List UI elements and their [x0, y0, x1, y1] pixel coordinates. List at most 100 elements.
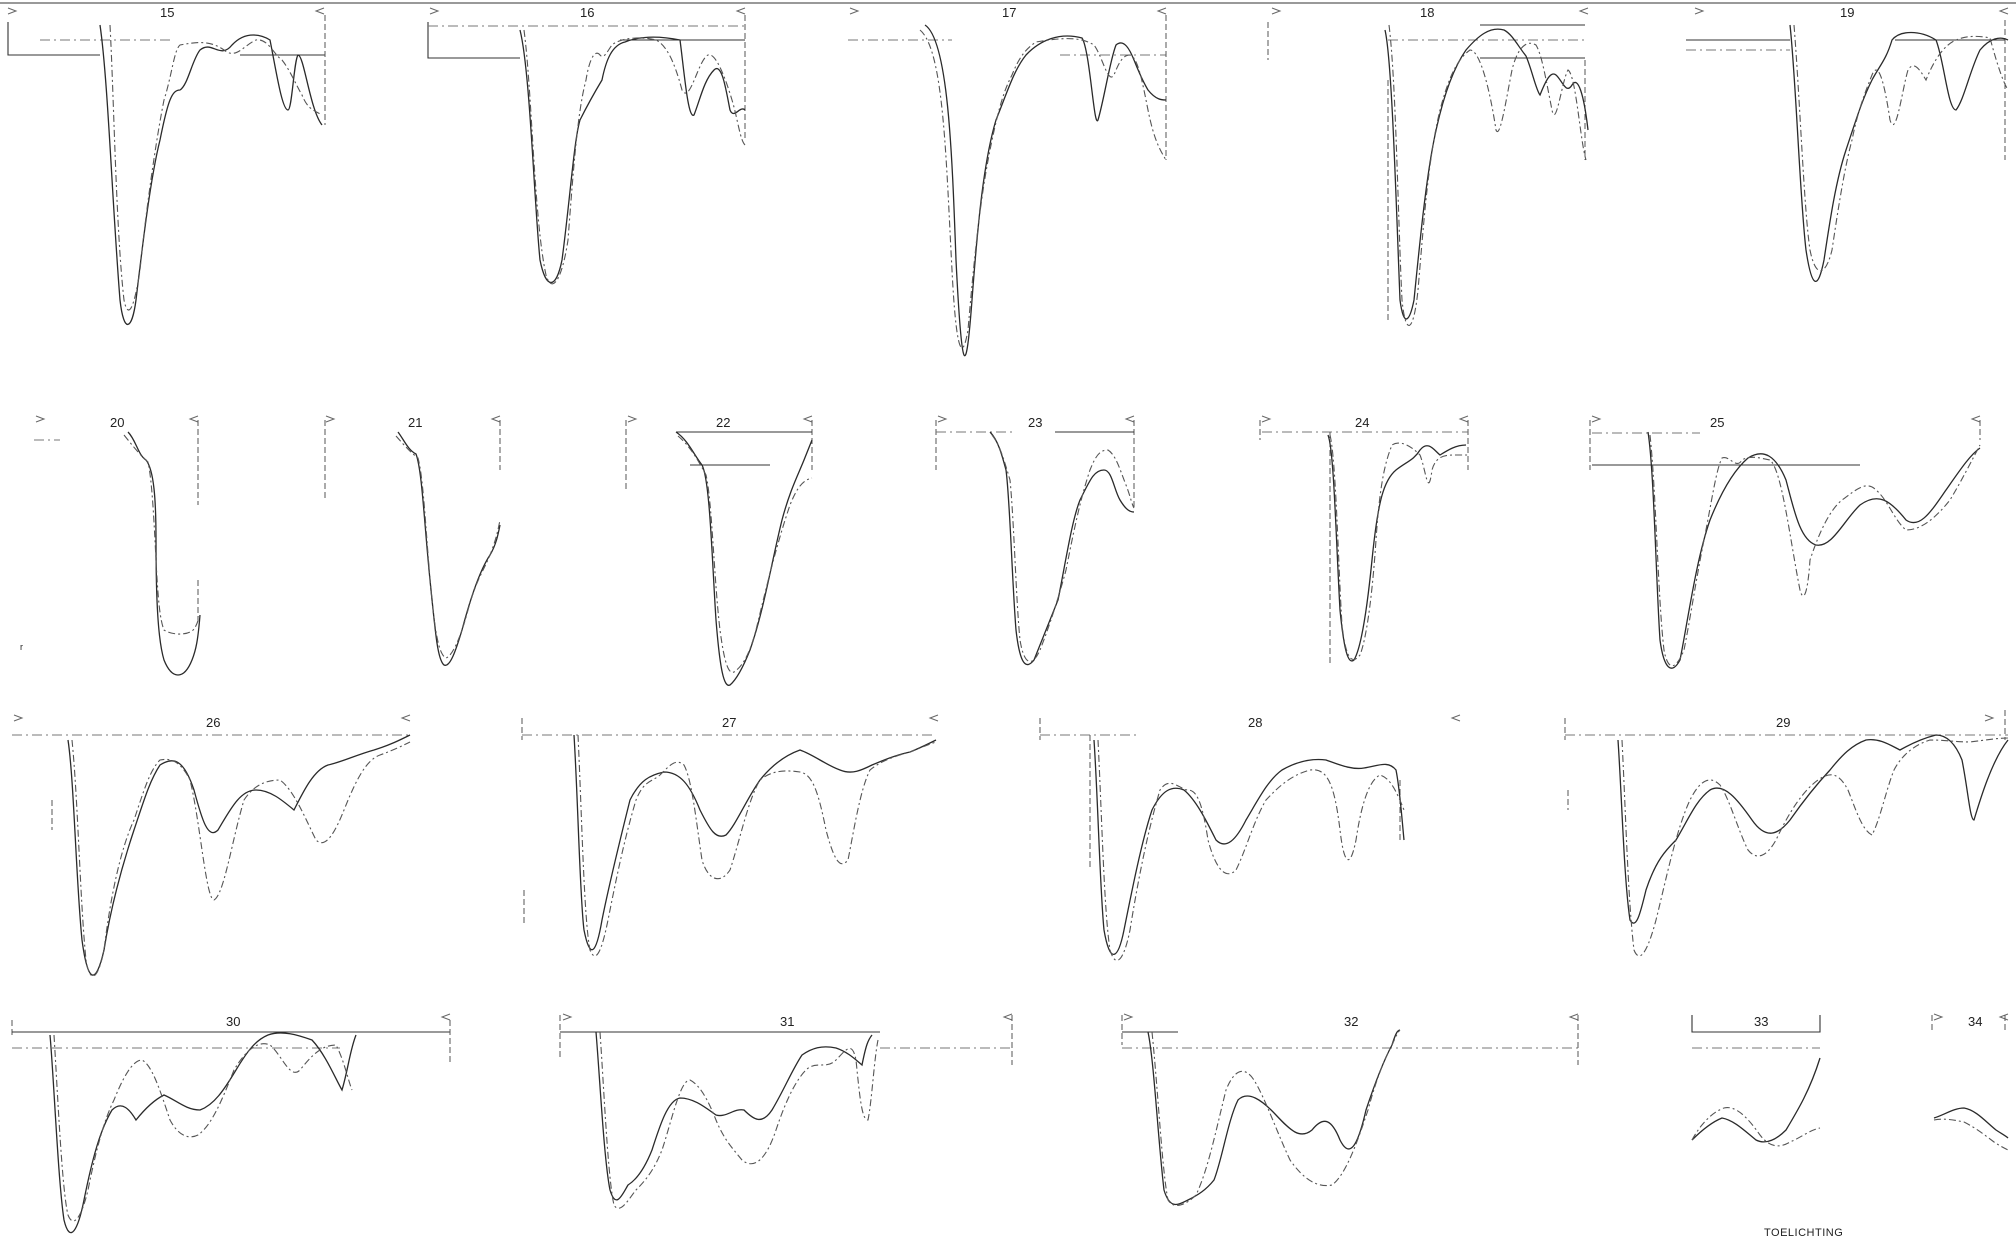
start-arrow-icon: [1123, 1013, 1134, 1021]
profile-16: 16: [427, 5, 746, 285]
start-arrow-icon: [1271, 7, 1282, 15]
survey-line-solid: [1933, 1107, 2009, 1139]
profile-label: 28: [1248, 715, 1262, 730]
survey-line-dashed: [1691, 1107, 1821, 1147]
end-arrow-icon: [802, 415, 813, 423]
survey-line-solid: [1147, 1029, 1401, 1206]
survey-line-solid: [99, 24, 323, 325]
reference-level: [1691, 1015, 1821, 1033]
end-arrow-icon: [735, 7, 746, 15]
survey-line-dashed: [599, 1031, 879, 1209]
end-arrow-icon: [440, 1013, 451, 1021]
profile-label: 34: [1968, 1014, 1982, 1029]
end-arrow-icon: [1002, 1013, 1013, 1021]
start-arrow-icon: [429, 7, 440, 15]
start-arrow-icon: [35, 415, 46, 423]
survey-line-dashed: [577, 734, 937, 957]
profile-20: 20: [34, 415, 201, 676]
survey-line-solid: [49, 1032, 357, 1234]
profile-label: 30: [226, 1014, 240, 1029]
profile-label: 15: [160, 5, 174, 20]
reference-level: [427, 22, 520, 59]
survey-line-dashed: [1329, 434, 1468, 660]
start-arrow-icon: [13, 714, 24, 722]
profile-label: 19: [1840, 5, 1854, 20]
profile-22: 22: [625, 415, 813, 686]
start-arrow-icon: [7, 7, 18, 15]
profile-26: 26: [12, 714, 411, 977]
survey-line-dashed: [523, 29, 746, 285]
survey-line-dashed: [1151, 1029, 1401, 1206]
sheet-caption: TOELICHTING: [1764, 1227, 1843, 1239]
profile-label: 22: [716, 415, 730, 430]
end-arrow-icon: [1998, 1013, 2009, 1021]
start-arrow-icon: [937, 415, 948, 423]
survey-line-solid: [397, 431, 501, 666]
survey-line-solid: [675, 431, 813, 686]
survey-line-solid: [1384, 28, 1589, 320]
survey-line-solid: [67, 734, 411, 976]
end-arrow-icon: [1450, 714, 1461, 722]
start-arrow-icon: [1984, 714, 1995, 722]
survey-line-dashed: [1388, 24, 1587, 326]
survey-line-dashed: [1621, 737, 2009, 957]
survey-line-dashed: [1793, 24, 2009, 272]
survey-line-solid: [573, 734, 937, 951]
end-arrow-icon: [1998, 7, 2009, 15]
profile-label: 20: [110, 415, 124, 430]
profile-label: 21: [408, 415, 422, 430]
survey-line-dashed: [1097, 739, 1405, 961]
end-arrow-icon: [1156, 7, 1167, 15]
profile-24: 24: [1259, 415, 1469, 665]
profile-label: 31: [780, 1014, 794, 1029]
profile-label: 29: [1776, 715, 1790, 730]
end-arrow-icon: [928, 714, 939, 722]
profile-32: 32: [1121, 1013, 1579, 1206]
survey-line-dashed: [395, 435, 501, 659]
end-arrow-icon: [1578, 7, 1589, 15]
start-arrow-icon: [1933, 1013, 1944, 1021]
start-arrow-icon: [325, 415, 336, 423]
profile-label: 32: [1344, 1014, 1358, 1029]
end-arrow-icon: [314, 7, 325, 15]
survey-line-dashed: [53, 1034, 353, 1222]
profile-23: 23: [935, 415, 1135, 666]
survey-line-dashed: [123, 434, 201, 635]
profile-label: 18: [1420, 5, 1434, 20]
profile-15: 15: [7, 5, 326, 325]
profile-label: 25: [1710, 415, 1724, 430]
start-arrow-icon: [1694, 7, 1705, 15]
survey-line-dashed: [919, 29, 1167, 349]
start-arrow-icon: [1591, 415, 1602, 423]
survey-line-solid: [127, 431, 201, 676]
profile-28: 28: [1039, 714, 1461, 961]
profile-label: 17: [1002, 5, 1016, 20]
profile-label: 24: [1355, 415, 1369, 430]
start-arrow-icon: [562, 1013, 573, 1021]
profile-17: 17: [848, 5, 1167, 357]
survey-line-dashed: [71, 739, 411, 977]
survey-line-solid: [1647, 431, 1981, 669]
survey-line-solid: [989, 431, 1135, 666]
end-arrow-icon: [1568, 1013, 1579, 1021]
profile-label: 26: [206, 715, 220, 730]
profile-34: 34: [1931, 1013, 2009, 1151]
survey-line-solid: [1789, 24, 2009, 282]
survey-line-dashed: [1933, 1118, 2009, 1151]
end-arrow-icon: [188, 415, 199, 423]
start-arrow-icon: [1261, 415, 1272, 423]
survey-line-solid: [595, 1031, 873, 1201]
profile-30: 30: [11, 1013, 451, 1234]
profile-label: 27: [722, 715, 736, 730]
survey-line-solid: [1691, 1057, 1821, 1143]
profile-33: 33: [1691, 1014, 1821, 1147]
survey-line-solid: [1617, 734, 2009, 924]
reference-level: [7, 22, 100, 56]
start-arrow-icon: [849, 7, 860, 15]
survey-line-dashed: [991, 434, 1135, 662]
survey-line-dashed: [1649, 434, 1981, 667]
profile-25: 25: [1589, 415, 1981, 669]
survey-line-solid: [1093, 739, 1405, 955]
profile-27: 27: [521, 714, 939, 957]
